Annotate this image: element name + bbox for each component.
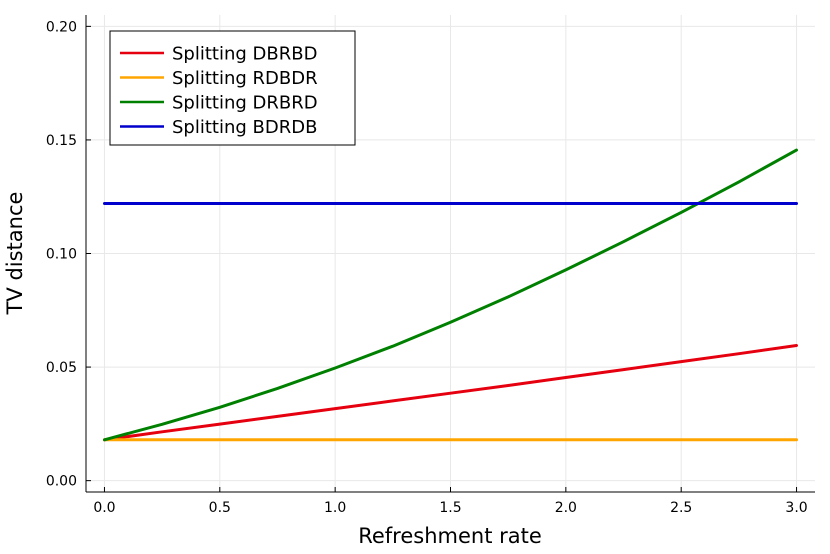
legend: Splitting DBRBD Splitting RDBDR Splitting … xyxy=(109,30,356,146)
legend-label: Splitting RDBDR xyxy=(172,68,318,89)
x-tick-label: 0.5 xyxy=(209,500,231,516)
x-tick-label: 2.5 xyxy=(670,500,692,516)
series-line xyxy=(103,148,798,442)
legend-label: Splitting BDRDB xyxy=(172,117,317,138)
y-axis-title: TV distance xyxy=(3,192,27,316)
y-tick-label: 0.10 xyxy=(46,247,77,263)
x-tick-label: 1.0 xyxy=(324,500,346,516)
x-tick-label: 1.5 xyxy=(439,500,461,516)
y-tick-label: 0.05 xyxy=(46,360,77,376)
x-tick-label: 3.0 xyxy=(785,500,807,516)
x-tick-label: 2.0 xyxy=(555,500,577,516)
legend-label: Splitting DRBRD xyxy=(172,93,318,114)
y-ticks: 0.00 0.05 0.10 0.15 0.20 xyxy=(46,19,91,490)
series-line xyxy=(103,344,798,442)
x-tick-label: 0.0 xyxy=(93,500,115,516)
y-tick-label: 0.00 xyxy=(46,474,77,490)
legend-label: Splitting DBRBD xyxy=(172,44,317,65)
series xyxy=(103,148,798,442)
y-tick-label: 0.15 xyxy=(46,133,77,149)
x-ticks: 0.0 0.5 1.0 1.5 2.0 2.5 3.0 xyxy=(93,487,808,516)
x-axis-title: Refreshment rate xyxy=(358,524,542,548)
y-tick-label: 0.20 xyxy=(46,19,77,35)
